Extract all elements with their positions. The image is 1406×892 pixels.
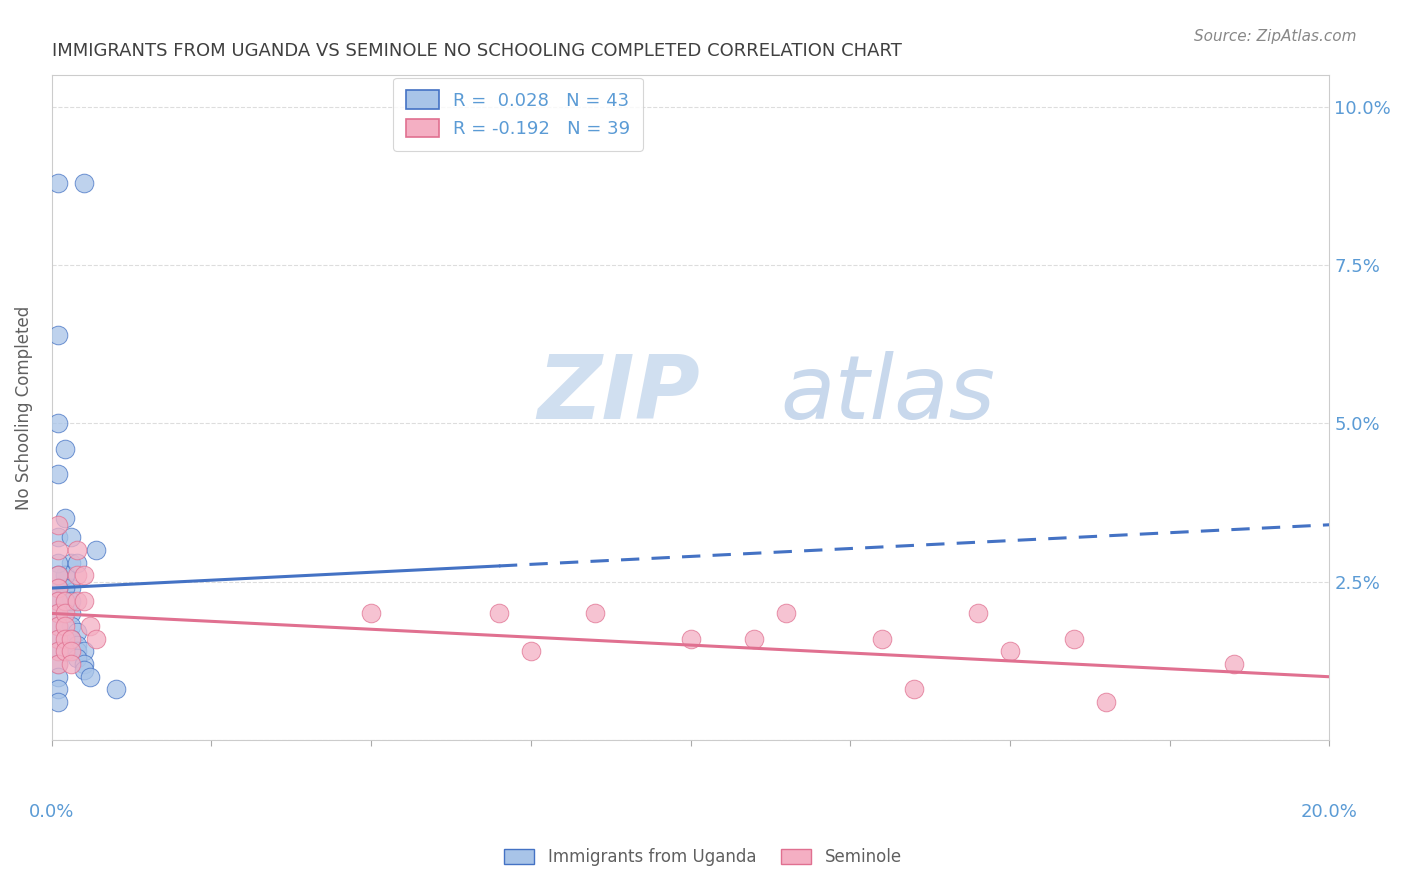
Point [53,568,76,582]
Point [46,176,69,190]
Point [86,543,108,558]
Point [86,632,108,646]
Point [46,632,69,646]
Text: 0.0%: 0.0% [30,804,75,822]
Point [360,607,382,621]
Point [46,670,69,684]
Point [53,632,76,646]
Point [79,619,101,633]
Point [744,632,766,646]
Point [679,632,702,646]
Point [46,594,69,608]
Point [46,619,69,633]
Point [66,644,89,658]
Point [59,644,82,658]
Point [59,556,82,570]
Point [46,644,69,658]
Point [46,327,69,342]
Point [59,581,82,595]
Point [53,594,76,608]
Point [1063,632,1085,646]
Point [79,670,101,684]
Text: 20.0%: 20.0% [1301,804,1358,822]
Legend: Immigrants from Uganda, Seminole: Immigrants from Uganda, Seminole [496,840,910,875]
Point [59,632,82,646]
Point [46,581,69,595]
Point [66,638,89,652]
Point [53,619,76,633]
Point [73,176,96,190]
Point [46,531,69,545]
Point [520,644,543,658]
Point [46,543,69,558]
Point [583,607,606,621]
Point [66,556,89,570]
Y-axis label: No Schooling Completed: No Schooling Completed [15,306,32,509]
Point [53,644,76,658]
Point [1094,695,1116,709]
Point [53,594,76,608]
Point [46,417,69,431]
Point [46,568,69,582]
Point [53,607,76,621]
Point [66,625,89,640]
Legend: R =  0.028   N = 43, R = -0.192   N = 39: R = 0.028 N = 43, R = -0.192 N = 39 [394,78,643,151]
Point [46,657,69,671]
Point [46,607,69,621]
Point [46,517,69,532]
Point [1222,657,1244,671]
Point [46,657,69,671]
Point [73,594,96,608]
Point [46,467,69,482]
Point [59,619,82,633]
Point [66,568,89,582]
Point [903,682,925,697]
Point [73,664,96,678]
Point [46,556,69,570]
Point [66,650,89,665]
Point [66,594,89,608]
Point [46,607,69,621]
Point [53,442,76,456]
Point [53,581,76,595]
Point [73,657,96,671]
Point [46,682,69,697]
Text: ZIP: ZIP [537,351,700,438]
Point [46,632,69,646]
Point [59,594,82,608]
Point [775,607,797,621]
Point [59,607,82,621]
Text: IMMIGRANTS FROM UGANDA VS SEMINOLE NO SCHOOLING COMPLETED CORRELATION CHART: IMMIGRANTS FROM UGANDA VS SEMINOLE NO SC… [52,42,901,60]
Point [104,682,127,697]
Text: Source: ZipAtlas.com: Source: ZipAtlas.com [1194,29,1357,45]
Point [73,644,96,658]
Point [46,695,69,709]
Point [870,632,893,646]
Point [46,644,69,658]
Point [59,657,82,671]
Point [967,607,990,621]
Point [488,607,510,621]
Point [46,568,69,582]
Point [53,594,76,608]
Text: atlas: atlas [780,351,995,437]
Point [59,632,82,646]
Point [59,531,82,545]
Point [73,568,96,582]
Point [46,619,69,633]
Point [46,594,69,608]
Point [46,581,69,595]
Point [53,511,76,525]
Point [53,568,76,582]
Point [998,644,1021,658]
Point [66,543,89,558]
